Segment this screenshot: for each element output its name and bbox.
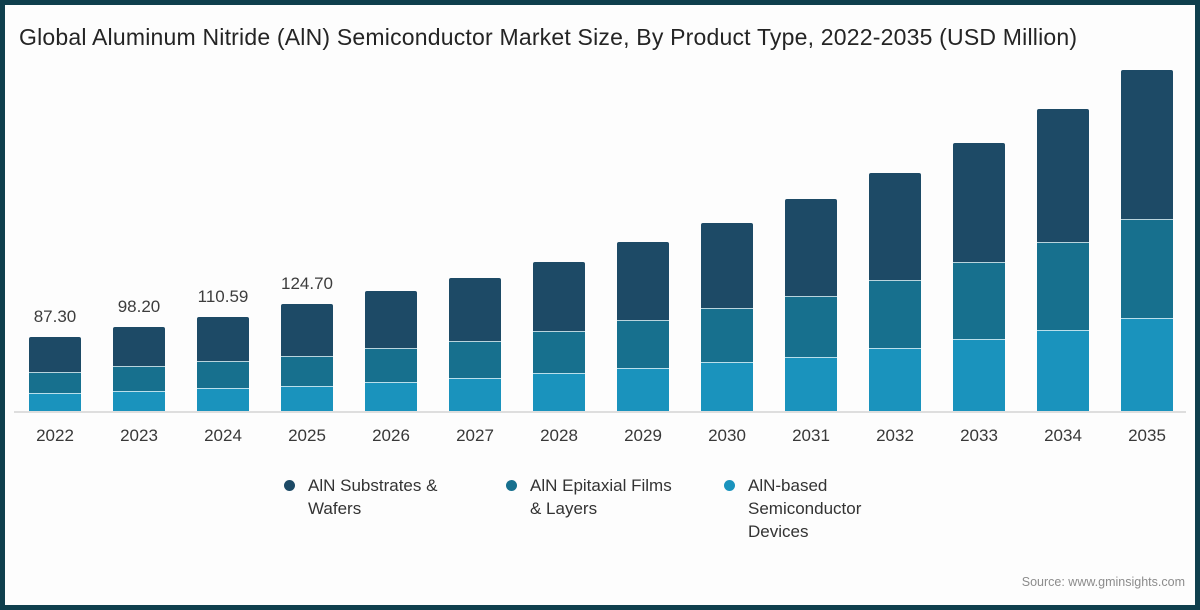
bar-2029	[617, 241, 669, 412]
legend-label: AlN-based Semiconductor Devices	[748, 476, 862, 541]
x-tick-label: 2032	[876, 426, 914, 445]
bar-segment-substrates	[785, 198, 837, 296]
bar-segment-films	[113, 365, 165, 391]
bar-segment-films	[533, 331, 585, 373]
bar-2030	[701, 222, 753, 412]
bar-total-label: 87.30	[33, 306, 77, 326]
bar-2032	[869, 172, 921, 412]
bar-segment-devices	[365, 381, 417, 412]
bar-segment-devices	[785, 356, 837, 412]
legend-label: AlN Epitaxial Films & Layers	[530, 476, 672, 518]
x-tick-label: 2022	[36, 426, 74, 445]
bar-segment-films	[1037, 241, 1089, 330]
bar-2028	[533, 262, 585, 412]
bar-segment-films	[785, 295, 837, 357]
bar-segment-substrates	[197, 316, 249, 361]
bar-segment-films	[953, 261, 1005, 339]
bar-2035	[1121, 69, 1173, 412]
bar-2034	[1037, 108, 1089, 412]
x-tick-label: 2027	[456, 426, 494, 445]
bar-2025	[281, 304, 333, 412]
bar-2026	[365, 291, 417, 412]
bar-total-label: 110.59	[197, 286, 249, 306]
bar-2027	[449, 277, 501, 412]
bar-segment-films	[449, 341, 501, 378]
bar-segment-devices	[869, 347, 921, 412]
bar-total-label: 98.20	[117, 297, 161, 317]
bar-2023	[113, 327, 165, 412]
bar-2022	[29, 336, 81, 412]
x-tick-label: 2026	[372, 426, 410, 445]
x-tick-label: 2035	[1128, 426, 1166, 445]
bar-segment-films	[29, 371, 81, 393]
bar-segment-films	[197, 360, 249, 388]
bar-segment-substrates	[281, 304, 333, 357]
legend-item-substrates: AlN Substrates & Wafers	[284, 474, 437, 520]
x-tick-label: 2031	[792, 426, 830, 445]
x-tick-label: 2029	[624, 426, 662, 445]
bar-segment-films	[701, 307, 753, 362]
bar-segment-substrates	[953, 142, 1005, 262]
chart-title: Global Aluminum Nitride (AlN) Semiconduc…	[19, 24, 1078, 50]
bar-segment-devices	[29, 393, 81, 412]
legend-item-films: AlN Epitaxial Films & Layers	[506, 474, 672, 520]
legend: AlN Substrates & Wafers AlN Epitaxial Fi…	[0, 474, 1200, 554]
bar-segment-substrates	[617, 241, 669, 320]
bar-segment-substrates	[869, 172, 921, 280]
bar-segment-substrates	[1121, 69, 1173, 219]
legend-dot-devices-icon	[724, 480, 735, 491]
source-credit: Source: www.gminsights.com	[1021, 575, 1185, 589]
bar-total-label: 124.70	[281, 274, 333, 294]
bar-2033	[953, 142, 1005, 412]
bar-segment-substrates	[1037, 108, 1089, 242]
x-tick-label: 2028	[540, 426, 578, 445]
bar-segment-films	[365, 348, 417, 382]
bar-segment-films	[617, 319, 669, 368]
legend-dot-substrates-icon	[284, 480, 295, 491]
bar-segment-devices	[953, 338, 1005, 412]
legend-item-devices: AlN-based Semiconductor Devices	[724, 474, 861, 543]
x-tick-label: 2023	[120, 426, 158, 445]
legend-dot-films-icon	[506, 480, 517, 491]
legend-label: AlN Substrates & Wafers	[308, 476, 438, 518]
bar-segment-substrates	[701, 222, 753, 308]
bar-segment-substrates	[113, 327, 165, 366]
bar-segment-films	[869, 279, 921, 348]
bar-segment-substrates	[449, 277, 501, 341]
bar-segment-devices	[1037, 329, 1089, 412]
bar-segment-devices	[197, 387, 249, 412]
x-tick-label: 2025	[288, 426, 326, 445]
x-tick-label: 2024	[204, 426, 242, 445]
bar-segment-devices	[113, 390, 165, 412]
bar-segment-devices	[617, 368, 669, 412]
bar-2031	[785, 198, 837, 412]
bar-segment-devices	[281, 386, 333, 412]
bar-segment-films	[281, 356, 333, 387]
x-tick-label: 2030	[708, 426, 746, 445]
bar-2024	[197, 316, 249, 412]
bar-segment-substrates	[365, 291, 417, 348]
bar-segment-devices	[449, 377, 501, 412]
bar-segment-substrates	[533, 262, 585, 331]
x-tick-label: 2033	[960, 426, 998, 445]
bar-segment-devices	[1121, 317, 1173, 412]
bar-segment-devices	[701, 361, 753, 412]
x-tick-label: 2034	[1044, 426, 1082, 445]
x-axis-line	[14, 411, 1186, 413]
bar-segment-substrates	[29, 336, 81, 372]
bar-segment-films	[1121, 218, 1173, 318]
bar-segment-devices	[533, 372, 585, 412]
